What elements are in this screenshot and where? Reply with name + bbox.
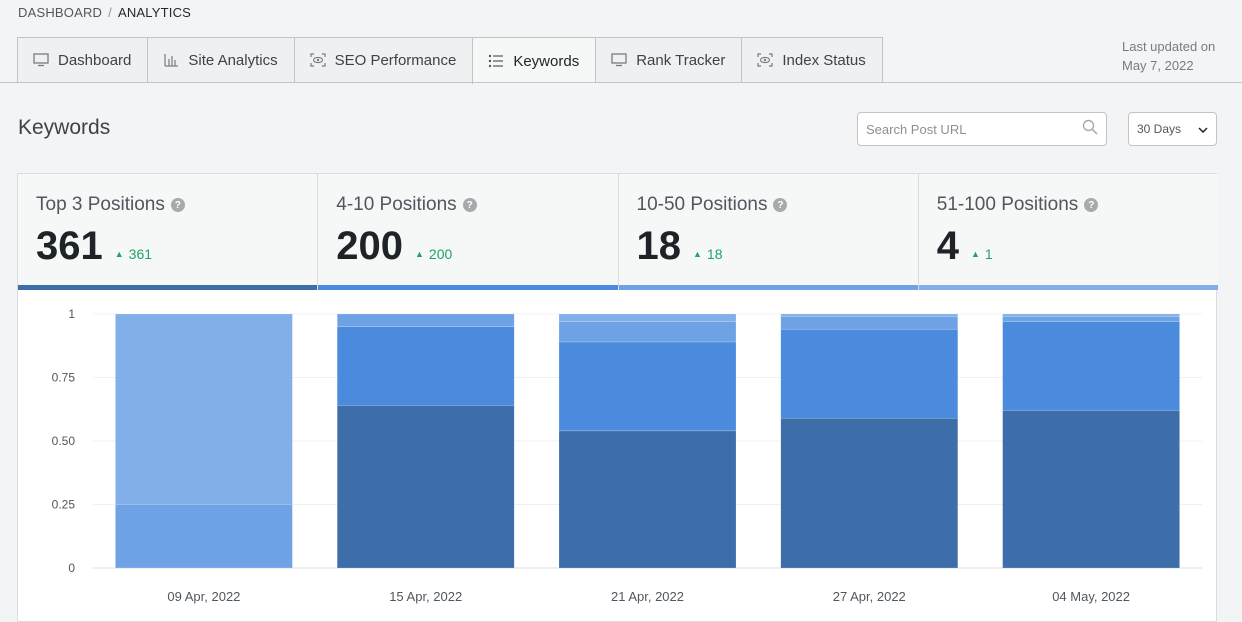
stat-label: 10-50 Positions? [637, 194, 918, 216]
tab-label: Rank Tracker [636, 51, 726, 69]
bar-chart-icon [162, 52, 180, 68]
bar-segment [558, 430, 737, 569]
y-tick-label: 1 [68, 307, 75, 321]
arrow-up-icon: ▲ [693, 249, 702, 259]
bar-segment [780, 313, 959, 317]
help-icon[interactable]: ? [170, 198, 185, 212]
last-updated-label: Last updated on [1122, 39, 1216, 54]
stacked-bar-chart: 0 0.25 0.50 0.75 1 09 Apr, 2022 15 Apr, 2022 21… [52, 307, 1202, 604]
stat-delta: ▲ 200 [415, 246, 453, 262]
x-tick-label: 21 Apr, 2022 [611, 589, 684, 604]
bar-segment [780, 316, 959, 330]
stat-label: Top 3 Positions? [36, 194, 317, 216]
stat-delta: ▲ 18 [693, 246, 723, 262]
tab-label: Keywords [513, 52, 580, 70]
eye-frame-icon [309, 52, 327, 68]
list-icon [487, 53, 505, 69]
stat-value: 18 [636, 224, 682, 268]
stat-label: 4-10 Positions? [336, 194, 617, 216]
stat-color-bar [618, 285, 918, 290]
date-range-value: 30 Days [1137, 122, 1182, 136]
breadcrumb-current: ANALYTICS [117, 5, 192, 20]
search-icon[interactable] [1082, 119, 1098, 140]
search-input[interactable] [866, 121, 1082, 137]
tab-dashboard[interactable]: Dashboard [17, 37, 148, 83]
stat-10-50[interactable]: 10-50 Positions? 18 ▲ 18 [618, 174, 919, 290]
y-tick-label: 0 [68, 561, 75, 575]
tab-rank-tracker[interactable]: Rank Tracker [595, 37, 742, 83]
monitor-icon [610, 52, 628, 68]
page-title: Keywords [18, 116, 111, 139]
stat-delta: ▲ 361 [114, 246, 153, 262]
tab-label: Index Status [782, 51, 866, 69]
bar-segment [115, 313, 293, 505]
stat-value: 4 [936, 224, 959, 268]
stat-color-bar [918, 285, 1218, 290]
stat-51-100[interactable]: 51-100 Positions? 4 ▲ 1 [918, 174, 1218, 290]
date-range-select[interactable]: 30 Days [1128, 112, 1217, 146]
bar-segment [558, 313, 737, 322]
search-box [857, 112, 1107, 146]
help-icon[interactable]: ? [1084, 198, 1099, 212]
help-icon[interactable]: ? [773, 198, 788, 212]
stats-row: Top 3 Positions? 361 ▲ 361 4-10 Positions?… [18, 174, 1218, 290]
bar-segment [336, 326, 515, 406]
stat-4-10[interactable]: 4-10 Positions? 200 ▲ 200 [318, 174, 619, 290]
tab-bar: Dashboard Site Analytics SEO Performance… [17, 37, 883, 84]
y-tick-label: 0.50 [52, 434, 76, 448]
tab-label: Site Analytics [188, 51, 278, 69]
bar-segment [115, 504, 293, 569]
arrow-up-icon: ▲ [415, 249, 424, 259]
bar-segment [780, 417, 959, 569]
stat-label: 51-100 Positions? [937, 194, 1218, 216]
last-updated-date: May 7, 2022 [1122, 58, 1194, 73]
tab-divider [0, 82, 1242, 83]
stat-value: 200 [336, 224, 403, 268]
y-tick-label: 0.75 [52, 371, 76, 385]
bar-segment [336, 313, 515, 327]
tab-label: SEO Performance [334, 51, 457, 69]
monitor-icon [32, 52, 50, 68]
breadcrumb-root[interactable]: DASHBOARD [18, 5, 103, 20]
x-tick-label: 04 May, 2022 [1052, 589, 1130, 604]
tab-keywords[interactable]: Keywords [472, 37, 596, 84]
stat-delta: ▲ 1 [971, 246, 993, 262]
bar-segment [558, 321, 737, 343]
eye-frame-icon [756, 52, 774, 68]
arrow-up-icon: ▲ [971, 249, 980, 259]
keywords-card: Top 3 Positions? 361 ▲ 361 4-10 Positions?… [17, 173, 1218, 622]
help-icon[interactable]: ? [462, 198, 477, 212]
bar-segment [336, 405, 515, 569]
bar-segment [1002, 321, 1180, 411]
bar-segment [1002, 410, 1180, 569]
arrow-up-icon: ▲ [114, 249, 124, 259]
tab-seo-performance[interactable]: SEO Performance [293, 37, 473, 83]
tab-label: Dashboard [58, 51, 132, 69]
x-tick-label: 09 Apr, 2022 [167, 589, 240, 604]
keywords-chart: 0 0.25 0.50 0.75 1 09 Apr, 2022 15 Apr, 2022 21… [18, 290, 1218, 622]
bar-segment [558, 341, 737, 432]
y-tick-label: 0.25 [52, 498, 76, 512]
stat-color-bar [318, 285, 618, 290]
stat-value: 361 [36, 224, 103, 268]
last-updated: Last updated on May 7, 2022 [1122, 37, 1215, 75]
bar-segment [780, 328, 959, 419]
breadcrumb-separator: / [108, 5, 112, 20]
tab-site-analytics[interactable]: Site Analytics [147, 37, 294, 83]
x-tick-label: 15 Apr, 2022 [389, 589, 462, 604]
stat-color-bar [18, 285, 318, 290]
bar-segment [1002, 316, 1180, 322]
tab-index-status[interactable]: Index Status [741, 37, 883, 83]
bar-segment [1002, 313, 1180, 317]
stat-top-3[interactable]: Top 3 Positions? 361 ▲ 361 [18, 174, 319, 290]
x-tick-label: 27 Apr, 2022 [833, 589, 906, 604]
chevron-down-icon [1198, 122, 1208, 136]
breadcrumb: DASHBOARD / ANALYTICS [18, 5, 191, 20]
